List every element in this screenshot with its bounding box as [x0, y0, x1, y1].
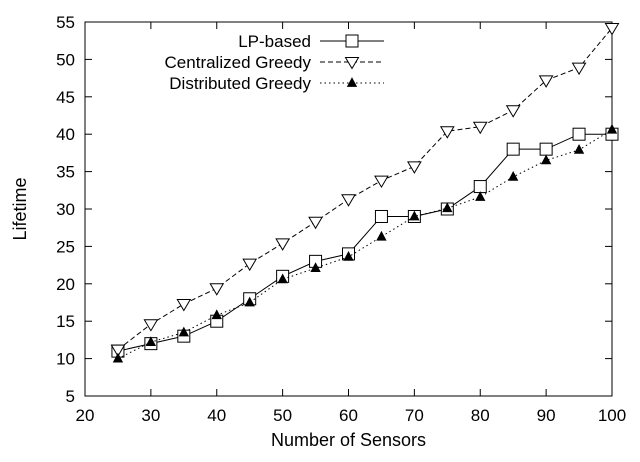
data-point: [506, 142, 520, 156]
series-centralized-greedy: [110, 22, 620, 358]
legend-marker: [346, 77, 358, 87]
y-tick-label: 30: [56, 200, 75, 219]
data-point: [539, 142, 553, 156]
data-point: [538, 75, 554, 88]
legend-marker: [344, 57, 360, 70]
data-point: [409, 210, 420, 221]
legend-label: LP-based: [238, 32, 311, 51]
x-tick-label: 20: [76, 406, 95, 425]
data-point: [442, 202, 453, 213]
plot-frame: [84, 21, 613, 397]
data-point: [508, 170, 519, 181]
data-point: [505, 105, 521, 118]
x-tick-label: 50: [273, 406, 292, 425]
data-point: [343, 251, 354, 261]
y-tick-label: 15: [56, 312, 75, 331]
data-point: [242, 258, 258, 272]
x-tick-label: 40: [207, 406, 226, 425]
data-point: [110, 344, 126, 358]
data-point: [571, 62, 587, 76]
data-point: [310, 262, 321, 272]
data-point: [308, 216, 323, 230]
y-tick-label: 10: [56, 350, 75, 369]
data-point: [572, 127, 586, 141]
data-point: [211, 309, 222, 320]
series-line: [117, 129, 613, 360]
x-tick-label: 100: [598, 406, 626, 425]
data-point: [244, 296, 255, 307]
series-layer: [110, 22, 620, 363]
data-point: [341, 194, 356, 207]
x-tick-label: 90: [537, 406, 556, 425]
x-tick-label: 70: [405, 406, 424, 425]
data-point: [374, 209, 388, 223]
data-point: [176, 298, 192, 312]
y-tick-label: 40: [56, 125, 75, 144]
x-tick-label: 60: [339, 406, 358, 425]
y-tick-label: 45: [56, 88, 75, 107]
data-point: [376, 230, 387, 241]
ticks-layer: 20 30 40 50 60 70 80 90 100 5 10 15 20 25 30 35 40 45 50 55: [56, 13, 626, 425]
data-point: [374, 175, 389, 189]
series-distributed-greedy: [112, 123, 618, 363]
y-tick-label: 20: [56, 275, 75, 294]
data-point: [473, 180, 487, 194]
y-tick-label: 50: [56, 50, 75, 69]
series-line: [117, 27, 613, 351]
data-point: [540, 154, 552, 165]
y-tick-label: 55: [56, 13, 75, 32]
data-point: [178, 326, 189, 337]
y-tick-label: 25: [56, 237, 75, 256]
data-point: [475, 191, 486, 201]
data-point: [209, 283, 225, 296]
x-tick-label: 30: [141, 406, 160, 425]
y-tick-label: 35: [56, 163, 75, 182]
data-point: [112, 352, 124, 363]
data-point: [573, 144, 585, 154]
data-point: [406, 161, 422, 174]
data-point: [604, 22, 620, 36]
legend-label: Centralized Greedy: [165, 53, 312, 72]
data-point: [275, 238, 291, 251]
data-point: [606, 123, 618, 134]
legend-label: Distributed Greedy: [169, 74, 311, 93]
series-line: [117, 133, 612, 352]
data-point: [439, 126, 455, 139]
legend: LP-based Centralized Greedy Distributed Gr…: [165, 32, 384, 93]
y-tick-label: 5: [66, 387, 75, 406]
x-tick-label: 80: [471, 406, 490, 425]
data-point: [143, 319, 159, 332]
y-axis-title: Lifetime: [10, 177, 30, 240]
data-point: [472, 121, 488, 135]
data-point: [145, 336, 157, 347]
data-point: [277, 273, 288, 284]
x-axis-title: Number of Sensors: [271, 430, 426, 450]
legend-marker: [345, 34, 359, 48]
